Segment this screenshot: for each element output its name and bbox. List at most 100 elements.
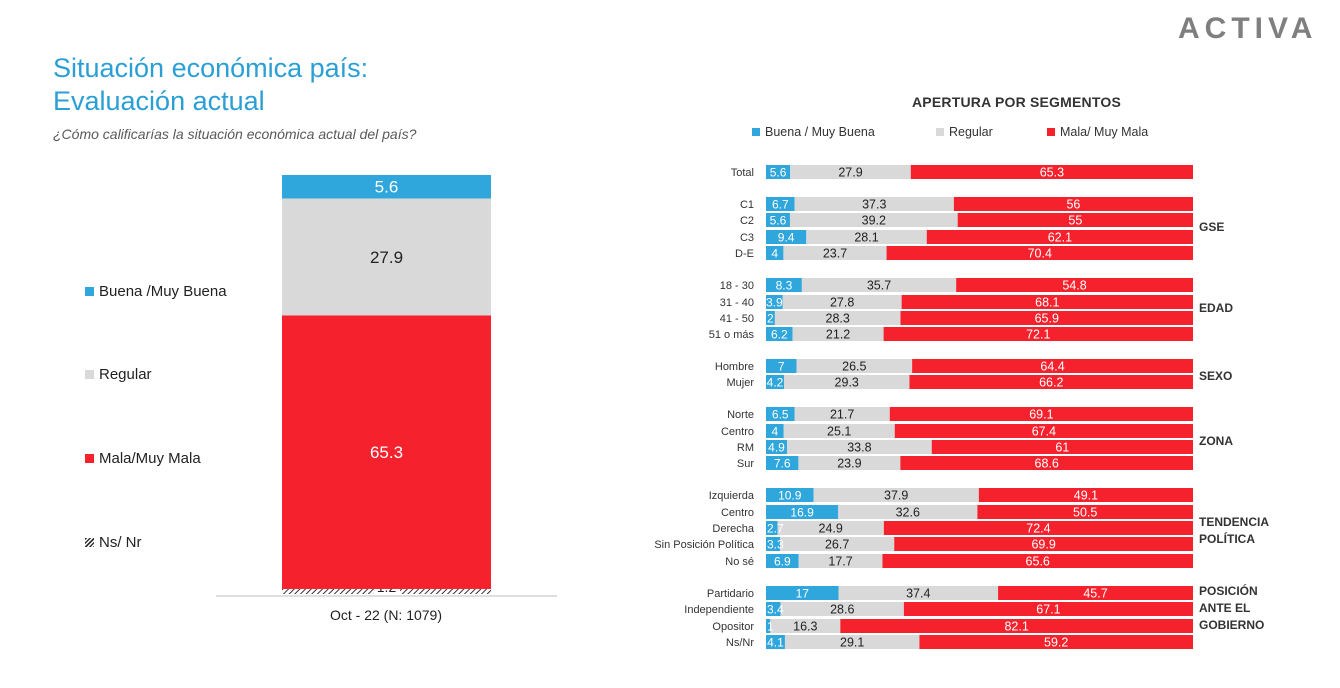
data-label-mala-g4-r2: 61 <box>1055 441 1069 455</box>
bar-mala-g6-r0 <box>998 586 1193 600</box>
bar-mala-g1-r0 <box>953 197 1193 211</box>
segment-row-label: Mujer <box>726 377 754 389</box>
data-label-buena-g3-r1: 4.2 <box>767 376 784 390</box>
bar-segment-malamuymala <box>282 315 491 589</box>
bar-mala-g5-r2 <box>883 521 1193 535</box>
data-label-regular-g4-r1: 25.1 <box>827 425 851 439</box>
segment-row-label: Derecha <box>712 523 754 535</box>
bar-buena-g1-r2 <box>766 230 807 244</box>
legend-label-nsnr: Ns/ Nr <box>99 534 142 551</box>
segment-row-label: D-E <box>735 248 754 260</box>
data-label-mala-g1-r3: 70.4 <box>1028 247 1052 261</box>
segment-row-label: Opositor <box>712 621 754 633</box>
data-label-regular-g2-r3: 21.2 <box>826 328 850 342</box>
bar-buena-g2-r1 <box>766 295 783 309</box>
data-label-buena-g1-r1: 5.6 <box>770 214 787 228</box>
segment-row-label: Centro <box>721 507 754 519</box>
page-title-line2: Evaluación actual <box>53 86 265 116</box>
bar-mala-g2-r2 <box>900 311 1193 325</box>
data-label-buena-g2-r2: 2 <box>767 312 774 326</box>
segment-row-label: Sur <box>737 458 754 470</box>
bar-regular-g6-r2 <box>770 619 841 633</box>
bar-buena-g0-r0 <box>766 165 791 179</box>
bar-regular-g5-r0 <box>813 488 979 502</box>
bar-segment-buenamuybuena <box>282 175 491 199</box>
data-label-buena-g5-r2: 2.7 <box>767 522 784 536</box>
bar-buena-g2-r0 <box>766 278 802 292</box>
segments-legend-mala: Mala/ Muy Mala <box>1047 125 1148 139</box>
segments-title: APERTURA POR SEGMENTOS <box>912 94 1121 110</box>
data-label-regular-g1-r0: 37.3 <box>862 198 886 212</box>
bar-buena-g3-r1 <box>766 375 784 389</box>
data-label-buena-g5-r0: 10.9 <box>778 489 802 503</box>
segment-group-label: POSICIÓN <box>1199 583 1258 598</box>
bar-mala-g3-r0 <box>912 359 1193 373</box>
bar-mala-g5-r1 <box>977 505 1193 519</box>
bar-mala-g4-r3 <box>900 456 1193 470</box>
segment-group-label: ANTE EL <box>1199 601 1250 615</box>
bar-regular-g6-r1 <box>780 602 904 616</box>
bar-buena-g5-r4 <box>766 554 799 568</box>
bar-buena-g5-r1 <box>766 505 839 519</box>
bar-buena-g1-r0 <box>766 197 795 211</box>
bar-regular-g1-r3 <box>783 246 887 260</box>
data-label-mala-g3-r1: 66.2 <box>1039 376 1063 390</box>
bar-buena-g2-r3 <box>766 327 793 341</box>
bar-mala-g4-r2 <box>931 440 1193 454</box>
segment-row-label: Total <box>731 167 754 179</box>
bar-buena-g6-r3 <box>766 635 785 649</box>
bar-regular-g0-r0 <box>790 165 911 179</box>
segment-group-label: TENDENCIA <box>1199 515 1269 529</box>
bar-regular-g2-r3 <box>792 327 884 341</box>
segments-legend-swatch-mala <box>1047 128 1055 136</box>
data-label-regular-g3-r0: 26.5 <box>842 360 866 374</box>
data-label-regular-g3-r1: 29.3 <box>835 376 859 390</box>
data-label-buena-g1-r0: 6.7 <box>772 198 789 212</box>
legend-item-buena: Buena /Muy Buena <box>85 283 227 300</box>
segment-row-label: 41 - 50 <box>720 313 754 325</box>
data-label-buenamuybuena: 5.6 <box>375 178 399 197</box>
bar-mala-g6-r1 <box>903 602 1193 616</box>
data-label-mala-g2-r2: 65.9 <box>1035 312 1059 326</box>
bar-regular-g1-r1 <box>789 213 958 227</box>
bar-buena-g6-r2 <box>766 619 771 633</box>
legend-item-nsnr: Ns/ Nr <box>85 534 142 551</box>
bar-mala-g5-r3 <box>894 537 1193 551</box>
data-label-buena-g4-r1: 4 <box>772 425 779 439</box>
data-label-regular-g1-r1: 39.2 <box>862 214 886 228</box>
data-label-buena-g2-r0: 8.3 <box>776 279 793 293</box>
data-label-regular-g5-r1: 32.6 <box>896 506 920 520</box>
bar-regular-g1-r2 <box>806 230 927 244</box>
data-label-buena-g1-r3: 4 <box>771 247 778 261</box>
bar-mala-g1-r1 <box>957 213 1193 227</box>
bar-mala-g1-r3 <box>886 246 1193 260</box>
data-label-mala-g0-r0: 65.3 <box>1040 166 1064 180</box>
data-label-regular-g5-r3: 26.7 <box>825 538 849 552</box>
legend-label-mala: Mala/Muy Mala <box>99 450 201 467</box>
data-label-buena-g2-r1: 3.9 <box>766 296 783 310</box>
bar-regular-g4-r1 <box>783 424 895 438</box>
bar-buena-g4-r2 <box>766 440 787 454</box>
question-text: ¿Cómo calificarías la situación económic… <box>53 126 417 142</box>
bar-buena-g5-r3 <box>766 537 781 551</box>
data-label-mala-g5-r0: 49.1 <box>1074 489 1098 503</box>
bar-regular-g4-r3 <box>798 456 901 470</box>
segment-row-label: C2 <box>740 215 754 227</box>
bar-mala-g0-r0 <box>910 165 1193 179</box>
data-label-mala-g4-r3: 68.6 <box>1035 457 1059 471</box>
bar-buena-g2-r2 <box>766 311 775 325</box>
data-label-regular-g5-r4: 17.7 <box>828 555 852 569</box>
segment-group-label: ZONA <box>1199 434 1233 448</box>
segment-row-label: Independiente <box>684 604 754 616</box>
brand-logo: ACTIVA <box>1178 12 1318 45</box>
segment-row-label: C1 <box>740 199 754 211</box>
data-label-mala-g1-r2: 62.1 <box>1048 231 1072 245</box>
legend-swatch-regular <box>85 370 94 379</box>
segments-legend-swatch-regular <box>936 128 944 136</box>
data-label-mala-g5-r2: 72.4 <box>1026 522 1050 536</box>
data-label-buena-g3-r0: 7 <box>778 360 785 374</box>
bar-regular-g5-r1 <box>838 505 978 519</box>
bar-mala-g6-r2 <box>840 619 1193 633</box>
